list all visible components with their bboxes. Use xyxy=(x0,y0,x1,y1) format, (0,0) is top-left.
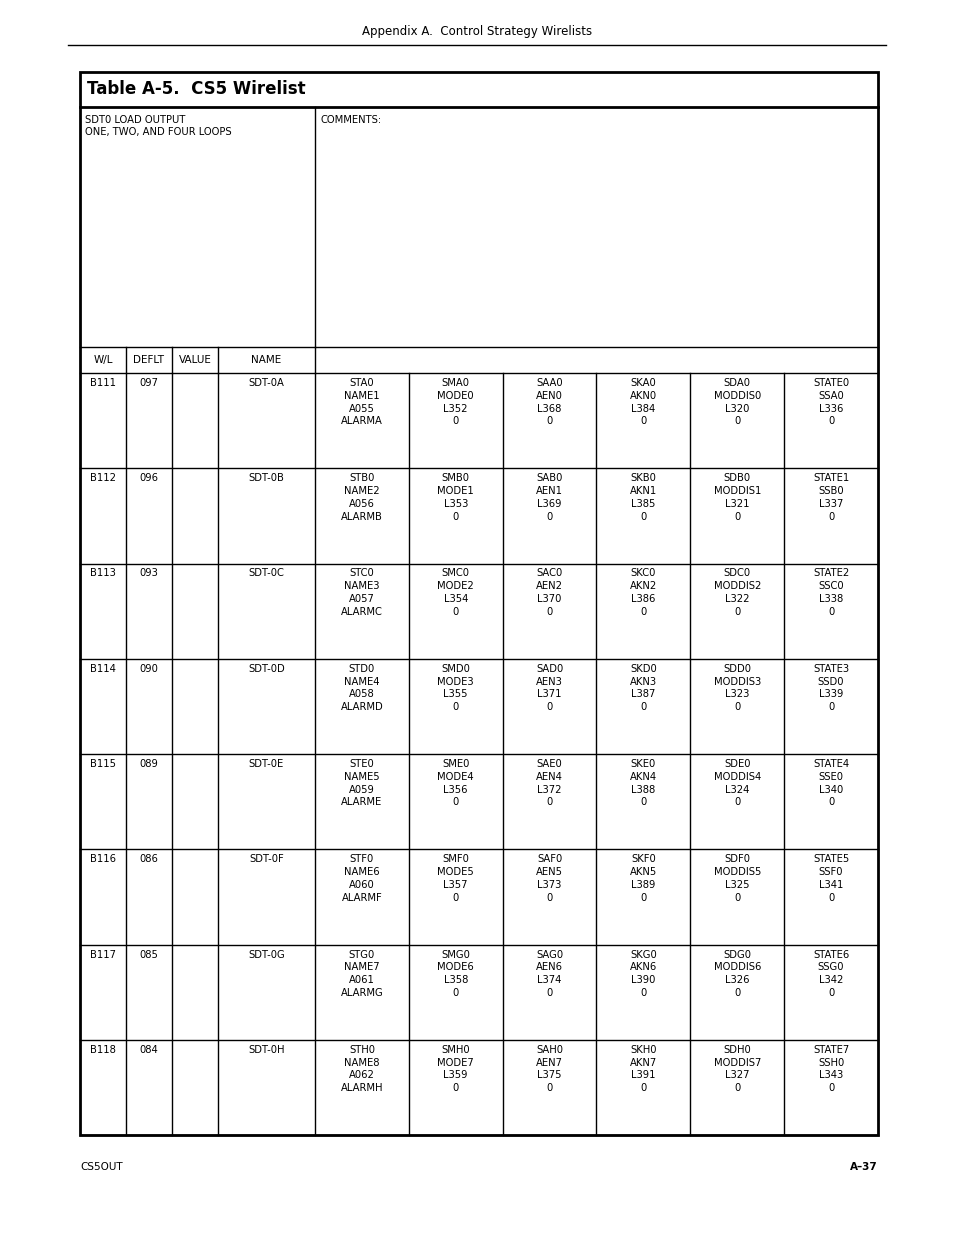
Text: SDF0
MODDIS5
L325
0: SDF0 MODDIS5 L325 0 xyxy=(713,855,760,903)
Text: 096: 096 xyxy=(139,473,158,483)
Text: SMC0
MODE2
L354
0: SMC0 MODE2 L354 0 xyxy=(436,568,474,618)
Text: SKD0
AKN3
L387
0: SKD0 AKN3 L387 0 xyxy=(629,663,657,713)
Text: SMD0
MODE3
L355
0: SMD0 MODE3 L355 0 xyxy=(437,663,474,713)
Text: SKH0
AKN7
L391
0: SKH0 AKN7 L391 0 xyxy=(629,1045,657,1093)
Text: A–37: A–37 xyxy=(849,1162,877,1172)
Text: DEFLT: DEFLT xyxy=(133,354,164,366)
Text: SDT0 LOAD OUTPUT
ONE, TWO, AND FOUR LOOPS: SDT0 LOAD OUTPUT ONE, TWO, AND FOUR LOOP… xyxy=(85,115,232,137)
Text: SMF0
MODE5
L357
0: SMF0 MODE5 L357 0 xyxy=(436,855,474,903)
Text: STATE7
SSH0
L343
0: STATE7 SSH0 L343 0 xyxy=(812,1045,848,1093)
Text: STE0
NAME5
A059
ALARME: STE0 NAME5 A059 ALARME xyxy=(341,760,382,808)
Text: STC0
NAME3
A057
ALARMC: STC0 NAME3 A057 ALARMC xyxy=(340,568,382,618)
Text: SDT-0C: SDT-0C xyxy=(249,568,284,578)
Text: B116: B116 xyxy=(90,855,116,864)
Text: STH0
NAME8
A062
ALARMH: STH0 NAME8 A062 ALARMH xyxy=(340,1045,383,1093)
Text: B115: B115 xyxy=(90,760,116,769)
Text: SMB0
MODE1
L353
0: SMB0 MODE1 L353 0 xyxy=(436,473,474,521)
Text: SAC0
AEN2
L370
0: SAC0 AEN2 L370 0 xyxy=(536,568,562,618)
Text: STATE6
SSG0
L342
0: STATE6 SSG0 L342 0 xyxy=(812,950,848,998)
Text: SDT-0B: SDT-0B xyxy=(249,473,284,483)
Text: SDG0
MODDIS6
L326
0: SDG0 MODDIS6 L326 0 xyxy=(713,950,760,998)
Text: 086: 086 xyxy=(139,855,158,864)
Text: Table A-5.  CS5 Wirelist: Table A-5. CS5 Wirelist xyxy=(87,80,305,99)
Text: SDT-0E: SDT-0E xyxy=(249,760,284,769)
Text: SKE0
AKN4
L388
0: SKE0 AKN4 L388 0 xyxy=(629,760,657,808)
Bar xyxy=(80,72,877,1135)
Text: SDT-0G: SDT-0G xyxy=(248,950,285,960)
Text: STATE3
SSD0
L339
0: STATE3 SSD0 L339 0 xyxy=(812,663,848,713)
Text: STF0
NAME6
A060
ALARMF: STF0 NAME6 A060 ALARMF xyxy=(341,855,382,903)
Text: SAB0
AEN1
L369
0: SAB0 AEN1 L369 0 xyxy=(536,473,562,521)
Text: SDD0
MODDIS3
L323
0: SDD0 MODDIS3 L323 0 xyxy=(713,663,760,713)
Text: SKA0
AKN0
L384
0: SKA0 AKN0 L384 0 xyxy=(629,378,657,426)
Text: 085: 085 xyxy=(139,950,158,960)
Text: STATE2
SSC0
L338
0: STATE2 SSC0 L338 0 xyxy=(812,568,848,618)
Text: SDT-0A: SDT-0A xyxy=(249,378,284,388)
Text: SME0
MODE4
L356
0: SME0 MODE4 L356 0 xyxy=(437,760,474,808)
Text: B111: B111 xyxy=(90,378,116,388)
Text: SDA0
MODDIS0
L320
0: SDA0 MODDIS0 L320 0 xyxy=(713,378,760,426)
Text: SKF0
AKN5
L389
0: SKF0 AKN5 L389 0 xyxy=(629,855,657,903)
Text: STB0
NAME2
A056
ALARMB: STB0 NAME2 A056 ALARMB xyxy=(340,473,382,521)
Text: STATE0
SSA0
L336
0: STATE0 SSA0 L336 0 xyxy=(812,378,848,426)
Text: SDT-0H: SDT-0H xyxy=(248,1045,284,1055)
Text: SMH0
MODE7
L359
0: SMH0 MODE7 L359 0 xyxy=(436,1045,474,1093)
Text: SKC0
AKN2
L386
0: SKC0 AKN2 L386 0 xyxy=(629,568,657,618)
Text: SAF0
AEN5
L373
0: SAF0 AEN5 L373 0 xyxy=(536,855,562,903)
Text: B114: B114 xyxy=(90,663,116,674)
Text: SAG0
AEN6
L374
0: SAG0 AEN6 L374 0 xyxy=(536,950,562,998)
Text: SAE0
AEN4
L372
0: SAE0 AEN4 L372 0 xyxy=(536,760,562,808)
Text: CS5OUT: CS5OUT xyxy=(80,1162,123,1172)
Text: STD0
NAME4
A058
ALARMD: STD0 NAME4 A058 ALARMD xyxy=(340,663,383,713)
Text: SMG0
MODE6
L358
0: SMG0 MODE6 L358 0 xyxy=(436,950,474,998)
Text: VALUE: VALUE xyxy=(178,354,212,366)
Text: 093: 093 xyxy=(139,568,158,578)
Text: SDT-0F: SDT-0F xyxy=(249,855,284,864)
Text: SKG0
AKN6
L390
0: SKG0 AKN6 L390 0 xyxy=(629,950,657,998)
Text: SAA0
AEN0
L368
0: SAA0 AEN0 L368 0 xyxy=(536,378,562,426)
Text: SKB0
AKN1
L385
0: SKB0 AKN1 L385 0 xyxy=(629,473,657,521)
Text: STATE5
SSF0
L341
0: STATE5 SSF0 L341 0 xyxy=(812,855,848,903)
Text: SAH0
AEN7
L375
0: SAH0 AEN7 L375 0 xyxy=(536,1045,562,1093)
Text: NAME: NAME xyxy=(251,354,281,366)
Text: B113: B113 xyxy=(90,568,116,578)
Text: STG0
NAME7
A061
ALARMG: STG0 NAME7 A061 ALARMG xyxy=(340,950,383,998)
Text: SDT-0D: SDT-0D xyxy=(248,663,285,674)
Text: 089: 089 xyxy=(139,760,158,769)
Text: SDE0
MODDIS4
L324
0: SDE0 MODDIS4 L324 0 xyxy=(713,760,760,808)
Text: 090: 090 xyxy=(139,663,158,674)
Text: W/L: W/L xyxy=(93,354,112,366)
Text: 084: 084 xyxy=(139,1045,158,1055)
Text: STA0
NAME1
A055
ALARMA: STA0 NAME1 A055 ALARMA xyxy=(340,378,382,426)
Text: 097: 097 xyxy=(139,378,158,388)
Text: SAD0
AEN3
L371
0: SAD0 AEN3 L371 0 xyxy=(536,663,562,713)
Text: B112: B112 xyxy=(90,473,116,483)
Text: COMMENTS:: COMMENTS: xyxy=(320,115,382,125)
Text: STATE1
SSB0
L337
0: STATE1 SSB0 L337 0 xyxy=(812,473,848,521)
Text: STATE4
SSE0
L340
0: STATE4 SSE0 L340 0 xyxy=(812,760,848,808)
Text: Appendix A.  Control Strategy Wirelists: Appendix A. Control Strategy Wirelists xyxy=(361,26,592,38)
Text: SMA0
MODE0
L352
0: SMA0 MODE0 L352 0 xyxy=(437,378,474,426)
Text: B118: B118 xyxy=(90,1045,116,1055)
Text: SDB0
MODDIS1
L321
0: SDB0 MODDIS1 L321 0 xyxy=(713,473,760,521)
Text: SDC0
MODDIS2
L322
0: SDC0 MODDIS2 L322 0 xyxy=(713,568,760,618)
Text: SDH0
MODDIS7
L327
0: SDH0 MODDIS7 L327 0 xyxy=(713,1045,760,1093)
Text: B117: B117 xyxy=(90,950,116,960)
